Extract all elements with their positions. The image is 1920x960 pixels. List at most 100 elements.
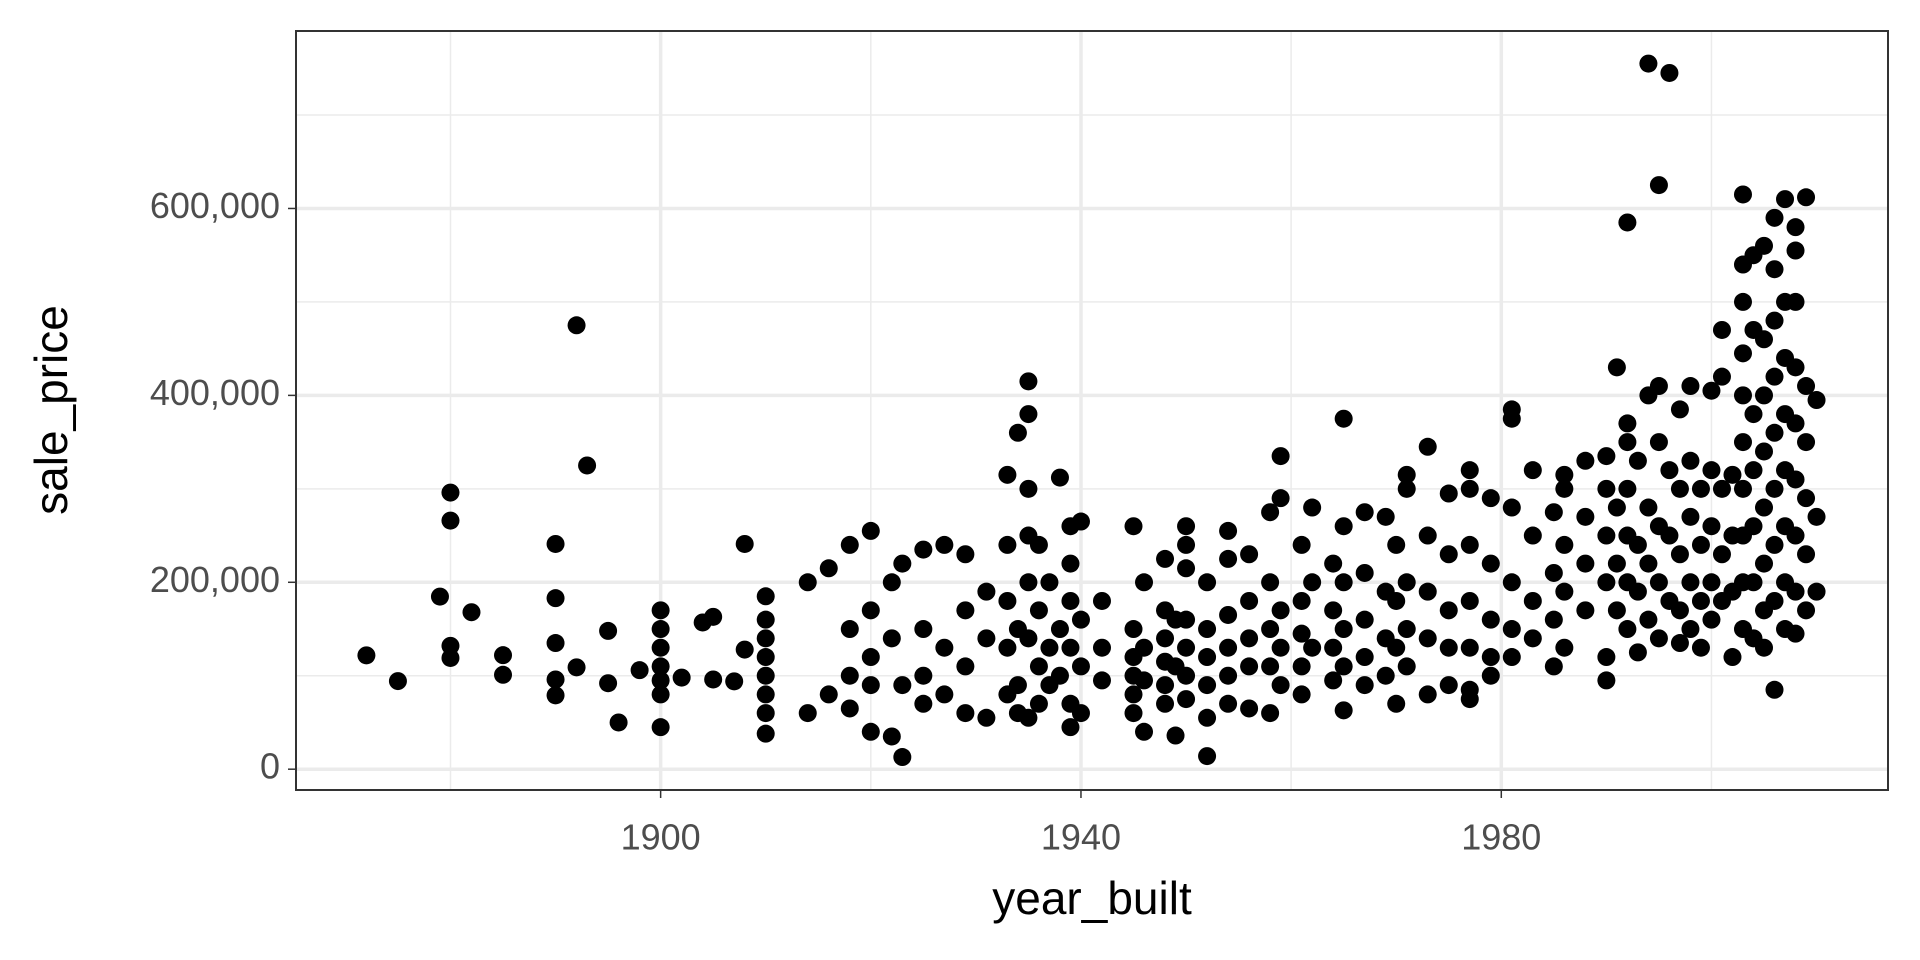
point [1177,559,1196,578]
point [1597,526,1616,545]
point [1681,451,1700,470]
point [1481,554,1500,573]
point [494,646,513,665]
point [1712,320,1731,339]
point [756,704,775,723]
point [1618,479,1637,498]
point [1639,498,1658,517]
point [1240,699,1259,718]
point [1219,666,1238,685]
point [1324,554,1343,573]
point [1628,582,1647,601]
point [1198,573,1217,592]
point [441,483,460,502]
point [1597,479,1616,498]
point [1418,437,1437,456]
panel-border [295,30,1889,791]
point [861,676,880,695]
point [1649,433,1668,452]
point [1061,718,1080,737]
point [494,665,513,684]
point [1670,400,1689,419]
point [1376,507,1395,526]
point [1040,573,1059,592]
point [1418,629,1437,648]
point [1555,535,1574,554]
point [819,559,838,578]
point [840,699,859,718]
point [1029,657,1048,676]
point [1702,381,1721,400]
point [704,607,723,626]
point [1628,643,1647,662]
point [1639,554,1658,573]
point [1702,461,1721,480]
x-tick-label: 1940 [1041,817,1121,858]
point [1649,629,1668,648]
point [1292,624,1311,643]
point [1177,638,1196,657]
point [1061,554,1080,573]
point [1240,591,1259,610]
point [1397,479,1416,498]
point [1240,657,1259,676]
point [1292,591,1311,610]
point [1786,470,1805,489]
point [1670,545,1689,564]
point [756,610,775,629]
point [1177,690,1196,709]
point [1029,601,1048,620]
point [1797,188,1816,207]
point [1460,535,1479,554]
point [1061,638,1080,657]
point [1702,517,1721,536]
point [1219,638,1238,657]
point [1219,549,1238,568]
point [1681,377,1700,396]
point [599,621,618,640]
point [1618,620,1637,639]
point [1607,601,1626,620]
point [1523,629,1542,648]
point [441,511,460,530]
point [430,587,449,606]
point [441,648,460,667]
point [1744,573,1763,592]
point [1019,573,1038,592]
point [1376,666,1395,685]
point [1071,704,1090,723]
point [546,589,565,608]
point [956,545,975,564]
point [1387,591,1406,610]
point [1807,391,1826,410]
point [1765,479,1784,498]
point [1555,582,1574,601]
point [1387,694,1406,713]
point [935,638,954,657]
point [651,601,670,620]
point [1439,545,1458,564]
point [1292,535,1311,554]
point [599,674,618,693]
point [798,704,817,723]
point [1019,372,1038,391]
point [1628,535,1647,554]
point [1019,479,1038,498]
point [567,316,586,335]
point [1061,591,1080,610]
point [1786,241,1805,260]
point [1744,405,1763,424]
point [1439,676,1458,695]
point [651,657,670,676]
point [357,646,376,665]
point [1702,573,1721,592]
point [998,535,1017,554]
point [1219,605,1238,624]
point [1755,330,1774,349]
point [1334,517,1353,536]
point [1691,591,1710,610]
point [735,640,754,659]
point [1744,517,1763,536]
point [1765,311,1784,330]
point [1649,377,1668,396]
